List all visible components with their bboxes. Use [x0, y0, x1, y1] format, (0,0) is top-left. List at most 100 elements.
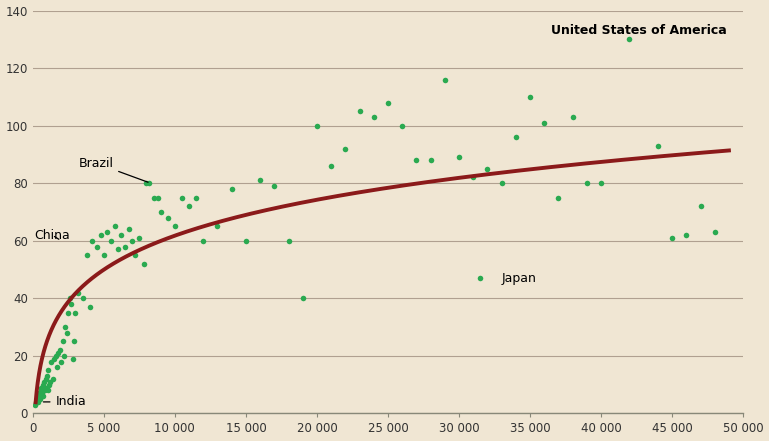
- Point: [567, 113, 579, 120]
- Point: [44, 378, 56, 385]
- Point: [61, 329, 73, 336]
- Point: [652, 142, 664, 149]
- Point: [62, 309, 75, 316]
- Point: [143, 179, 155, 187]
- Point: [32, 392, 45, 400]
- Point: [95, 232, 107, 239]
- Point: [45, 358, 58, 365]
- Point: [56, 338, 68, 345]
- Point: [35, 387, 47, 394]
- Point: [58, 352, 70, 359]
- Point: [48, 355, 60, 362]
- Point: [438, 76, 451, 83]
- Point: [495, 179, 508, 187]
- Point: [84, 303, 96, 310]
- Point: [47, 375, 59, 382]
- Point: [396, 122, 408, 129]
- Point: [382, 99, 394, 106]
- Point: [59, 324, 72, 331]
- Point: [55, 358, 68, 365]
- Point: [68, 338, 80, 345]
- Point: [64, 295, 76, 302]
- Point: [76, 295, 88, 302]
- Point: [49, 352, 62, 359]
- Point: [37, 381, 49, 388]
- Point: [98, 252, 110, 259]
- Point: [151, 194, 164, 201]
- Point: [339, 145, 351, 152]
- Point: [91, 243, 103, 250]
- Point: [39, 375, 52, 382]
- Point: [538, 119, 551, 126]
- Point: [33, 390, 45, 397]
- Point: [708, 228, 721, 235]
- Point: [524, 93, 536, 101]
- Point: [410, 157, 422, 164]
- Point: [38, 378, 50, 385]
- Point: [325, 162, 338, 169]
- Point: [552, 194, 564, 201]
- Point: [268, 183, 281, 190]
- Point: [282, 237, 295, 244]
- Point: [354, 108, 366, 115]
- Point: [424, 157, 437, 164]
- Point: [126, 237, 138, 244]
- Point: [481, 165, 494, 172]
- Point: [41, 373, 53, 380]
- Point: [510, 134, 522, 141]
- Text: India: India: [43, 396, 86, 408]
- Point: [36, 390, 48, 397]
- Point: [123, 226, 135, 233]
- Text: Japan: Japan: [501, 272, 537, 285]
- Point: [311, 122, 323, 129]
- Point: [254, 177, 266, 184]
- Point: [119, 243, 131, 250]
- Point: [595, 179, 608, 187]
- Point: [225, 185, 238, 192]
- Point: [368, 113, 380, 120]
- Point: [37, 392, 49, 400]
- Point: [38, 387, 51, 394]
- Point: [54, 347, 66, 354]
- Point: [190, 194, 202, 201]
- Point: [105, 237, 117, 244]
- Point: [43, 381, 55, 388]
- Text: Brazil: Brazil: [78, 157, 148, 182]
- Point: [453, 154, 465, 161]
- Point: [112, 246, 124, 253]
- Point: [34, 396, 46, 403]
- Point: [52, 349, 65, 356]
- Point: [40, 384, 52, 391]
- Point: [72, 289, 85, 296]
- Point: [666, 234, 678, 241]
- Point: [680, 232, 692, 239]
- Point: [65, 300, 78, 307]
- Point: [240, 237, 252, 244]
- Point: [109, 223, 122, 230]
- Point: [140, 179, 152, 187]
- Point: [211, 223, 224, 230]
- Point: [129, 252, 141, 259]
- Point: [66, 355, 78, 362]
- Point: [176, 194, 188, 201]
- Point: [32, 398, 44, 405]
- Point: [183, 203, 195, 210]
- Point: [148, 194, 160, 201]
- Point: [197, 237, 209, 244]
- Point: [115, 232, 127, 239]
- Text: China: China: [34, 228, 70, 242]
- Point: [28, 401, 41, 408]
- Point: [101, 228, 113, 235]
- Point: [138, 260, 150, 267]
- Point: [42, 387, 54, 394]
- Text: United States of America: United States of America: [551, 24, 727, 37]
- Point: [86, 237, 98, 244]
- Point: [69, 309, 82, 316]
- Point: [81, 252, 93, 259]
- Point: [155, 209, 167, 216]
- Point: [467, 174, 479, 181]
- Point: [29, 398, 42, 405]
- Point: [474, 275, 487, 282]
- Point: [161, 214, 174, 221]
- Point: [581, 179, 593, 187]
